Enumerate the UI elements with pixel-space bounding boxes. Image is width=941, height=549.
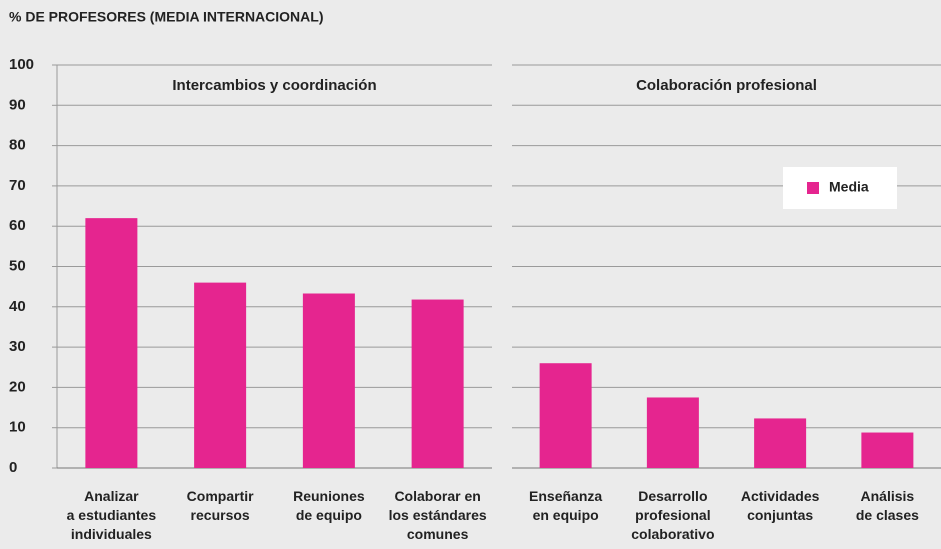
- y-tick-label: 70: [9, 177, 26, 194]
- x-tick-label-line: Analizar: [84, 488, 139, 504]
- y-tick-label: 100: [9, 56, 34, 73]
- x-tick-label: Análisis de clases: [856, 488, 919, 523]
- panel-title: Colaboración profesional: [636, 77, 817, 94]
- y-tick-label: 60: [9, 217, 26, 234]
- y-tick-label: 20: [9, 378, 26, 395]
- x-tick-label-line: Enseñanza: [529, 488, 602, 504]
- x-tick-label-line: Colaborar en: [394, 488, 480, 504]
- x-tick-label-line: Reuniones: [293, 488, 365, 504]
- bar: [302, 293, 355, 468]
- bar: [85, 218, 138, 468]
- legend-swatch: [807, 182, 819, 194]
- bar: [539, 363, 592, 468]
- x-tick-label-line: comunes: [407, 526, 469, 542]
- legend-label: Media: [829, 179, 869, 195]
- bar: [194, 282, 247, 468]
- legend-box: [783, 167, 897, 209]
- x-tick-label: Colaborar en los estándares comunes: [389, 488, 487, 542]
- panel-title: Intercambios y coordinación: [172, 77, 376, 94]
- x-tick-label-line: de equipo: [296, 507, 362, 523]
- x-tick-label: Desarrollo profesional colaborativo: [631, 488, 714, 542]
- x-tick-label-line: de clases: [856, 507, 919, 523]
- bar: [646, 397, 699, 468]
- bar: [754, 418, 807, 468]
- bar: [861, 432, 914, 468]
- bar: [411, 299, 464, 468]
- x-tick-label-line: profesional: [635, 507, 710, 523]
- x-tick-label: Enseñanza en equipo: [529, 488, 602, 523]
- x-tick-label-line: en equipo: [533, 507, 599, 523]
- x-tick-label: Reuniones de equipo: [293, 488, 365, 523]
- x-tick-label-line: Actividades: [741, 488, 820, 504]
- x-tick-label: Analizar a estudiantes individuales: [67, 488, 157, 542]
- x-tick-label-line: Desarrollo: [638, 488, 707, 504]
- x-tick-label: Actividades conjuntas: [741, 488, 820, 523]
- y-tick-label: 50: [9, 257, 26, 274]
- y-tick-label: 80: [9, 137, 26, 154]
- x-tick-label-line: colaborativo: [631, 526, 714, 542]
- x-tick-label-line: los estándares: [389, 507, 487, 523]
- y-tick-label: 40: [9, 298, 26, 315]
- x-tick-label-line: Análisis: [861, 488, 915, 504]
- y-tick-label: 10: [9, 419, 26, 436]
- y-tick-label: 30: [9, 338, 26, 355]
- x-tick-label-line: Compartir: [187, 488, 254, 504]
- x-tick-label: Compartir recursos: [187, 488, 254, 523]
- x-tick-label-line: individuales: [71, 526, 152, 542]
- y-tick-label: 0: [9, 459, 17, 476]
- x-tick-label-line: recursos: [191, 507, 250, 523]
- y-axis-title: % DE PROFESORES (MEDIA INTERNACIONAL): [9, 9, 324, 25]
- x-tick-label-line: a estudiantes: [67, 507, 157, 523]
- y-tick-label: 90: [9, 96, 26, 113]
- x-tick-label-line: conjuntas: [747, 507, 813, 523]
